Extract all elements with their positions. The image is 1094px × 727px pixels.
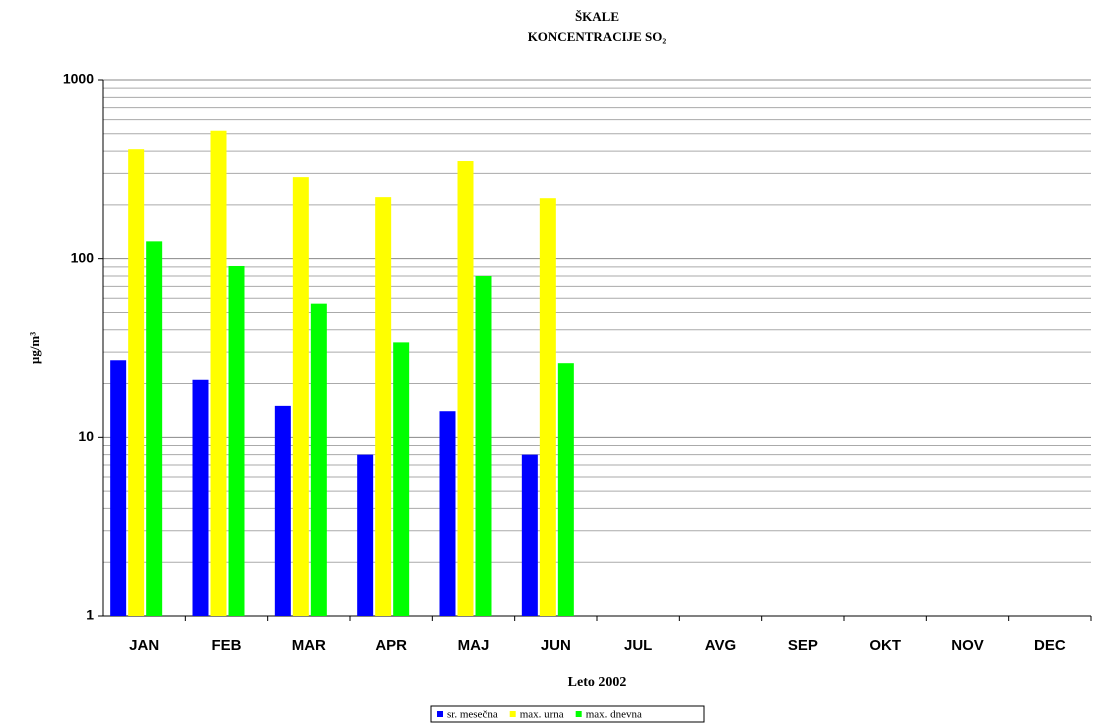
y-tick-label: 1 [86,607,94,623]
legend-label: max. dnevna [586,709,642,721]
bar [457,161,474,617]
bar [539,198,556,616]
bar [274,405,291,616]
x-tick-label: NOV [951,637,984,654]
bar [393,342,410,616]
bar [110,360,127,616]
bar [192,379,209,616]
chart-title: ŠKALE [575,9,619,24]
x-tick-label: JUL [624,637,652,654]
chart-title: KONCENTRACIJE SO₂ [528,29,667,44]
y-tick-label: 10 [78,428,94,444]
legend-swatch [509,711,516,717]
x-tick-label: FEB [212,637,242,654]
bar [557,363,574,616]
legend-swatch [575,711,582,717]
bar [439,411,456,616]
legend-swatch [437,711,443,717]
bar [475,275,492,616]
bar [521,454,538,616]
bar [210,130,227,617]
bar [128,149,145,616]
bar [228,265,245,616]
legend-label: max. urna [520,709,564,721]
bar [310,303,327,616]
x-tick-label: MAR [292,637,326,654]
x-tick-label: JAN [129,637,159,654]
bar [146,241,163,616]
x-tick-label: SEP [788,637,818,654]
x-tick-label: DEC [1034,637,1066,654]
bar [375,197,392,616]
x-axis-label: Leto 2002 [568,675,627,690]
y-axis-label: µg/m³ [27,332,42,364]
legend-box [430,705,705,723]
x-tick-label: AVG [705,637,736,654]
x-tick-label: JUN [541,637,571,654]
legend-label: sr. mesečna [447,709,498,721]
bar [357,454,374,616]
x-tick-label: APR [375,637,407,654]
y-tick-label: 100 [71,249,95,265]
bar [292,177,309,616]
x-tick-label: OKT [869,637,901,654]
x-tick-label: MAJ [458,637,490,654]
y-tick-label: 1000 [63,71,94,87]
